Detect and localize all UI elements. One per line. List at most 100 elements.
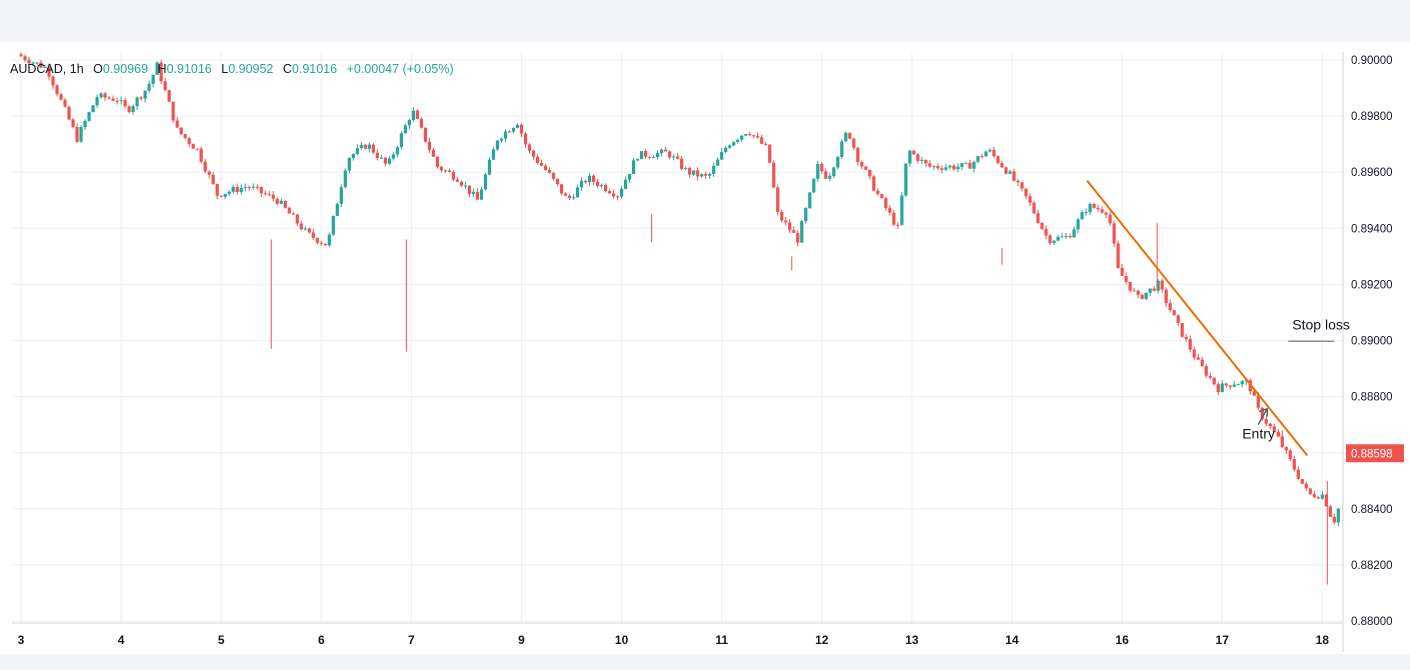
- candle-body: [916, 154, 920, 162]
- candle-body: [523, 133, 528, 145]
- candle-body: [696, 170, 700, 177]
- candle-body: [511, 127, 516, 132]
- candle-body: [732, 141, 736, 146]
- candle-body: [676, 156, 680, 159]
- candle-body: [816, 163, 820, 179]
- candle-body: [956, 166, 960, 170]
- candle-body: [363, 144, 367, 149]
- candle-body: [415, 110, 419, 119]
- candle-body: [259, 187, 263, 194]
- candle-body: [87, 112, 91, 121]
- candle-body: [339, 187, 343, 204]
- candle-body: [1264, 419, 1268, 424]
- candle-body: [227, 191, 231, 194]
- symbol-name[interactable]: AUDCAD: [10, 62, 63, 76]
- candle-body: [1296, 469, 1300, 479]
- candle-body: [311, 232, 315, 238]
- candle-body: [912, 150, 916, 155]
- candle-body: [784, 220, 788, 223]
- candle-body: [343, 170, 347, 188]
- high-value: 0.91016: [166, 62, 212, 76]
- candle-body: [896, 224, 900, 226]
- candle-body: [1092, 203, 1096, 208]
- candle-body: [1240, 381, 1244, 385]
- candle-body: [479, 189, 484, 200]
- candle-body: [1308, 488, 1312, 495]
- candle-body: [171, 101, 175, 121]
- candle-body: [399, 133, 403, 148]
- candle-body: [515, 124, 520, 128]
- candle-body: [179, 127, 183, 135]
- candle-body: [27, 60, 31, 64]
- candle-body: [575, 187, 580, 198]
- candle-body: [499, 138, 504, 141]
- candle-body: [439, 166, 444, 171]
- candle-body: [852, 138, 856, 148]
- candle-body: [884, 198, 888, 209]
- candle-body: [1268, 423, 1272, 427]
- candle-body: [43, 67, 47, 69]
- candle-body: [247, 187, 251, 189]
- candle-body: [1044, 228, 1048, 236]
- open-key: O: [93, 62, 103, 76]
- candle-body: [327, 234, 331, 246]
- candle-body: [107, 97, 111, 99]
- candle-body: [183, 134, 187, 139]
- candle-body: [199, 148, 203, 162]
- candle-body: [243, 187, 247, 189]
- candle-body: [660, 149, 664, 153]
- candle-body: [712, 165, 716, 174]
- candle-body: [587, 175, 592, 183]
- candle-body: [1096, 207, 1100, 210]
- candle-body: [1324, 494, 1328, 507]
- candle-body: [351, 154, 355, 158]
- y-tick-label: 0.88000: [1351, 616, 1393, 628]
- y-tick-label: 0.89000: [1351, 336, 1393, 348]
- candle-body: [812, 178, 816, 193]
- candle-body: [1124, 275, 1128, 282]
- candle-body: [315, 237, 319, 243]
- candle-body: [55, 85, 59, 95]
- candle-body: [1012, 171, 1016, 181]
- candle-body: [988, 149, 992, 152]
- candle-body: [664, 149, 668, 152]
- candle-body: [1188, 338, 1192, 350]
- y-tick-label: 0.90000: [1351, 55, 1393, 67]
- candle-body: [1028, 196, 1032, 203]
- candle-body: [624, 179, 628, 189]
- candle-body: [640, 151, 644, 160]
- y-tick-label: 0.88800: [1351, 392, 1393, 404]
- candle-body: [964, 162, 968, 164]
- candle-body: [263, 193, 267, 195]
- candle-body: [59, 94, 63, 100]
- candle-body: [788, 222, 792, 231]
- candle-body: [1080, 212, 1084, 220]
- x-tick-label: 7: [408, 633, 415, 647]
- candle-body: [844, 132, 848, 142]
- candle-body: [163, 81, 167, 91]
- candle-body: [375, 152, 379, 159]
- candle-body: [307, 228, 311, 233]
- candle-body: [980, 156, 984, 158]
- candle-body: [684, 167, 688, 169]
- candle-body: [724, 147, 728, 152]
- candle-body: [792, 230, 796, 233]
- candle-body: [872, 176, 876, 191]
- change-value: +0.00047 (+0.05%): [346, 62, 454, 76]
- candle-body: [1076, 219, 1080, 230]
- candle-body: [1256, 395, 1260, 408]
- candle-body: [427, 141, 432, 150]
- candle-body: [1272, 426, 1276, 432]
- candle-body: [567, 195, 572, 199]
- chart-panel[interactable]: [0, 42, 1410, 654]
- high-key: H: [157, 62, 167, 76]
- candle-body: [856, 147, 860, 163]
- candle-body: [295, 214, 299, 224]
- interval[interactable]: 1h: [69, 62, 84, 76]
- candle-body: [1328, 506, 1332, 517]
- candle-body: [952, 165, 956, 170]
- candle-body: [1032, 202, 1036, 214]
- trendline: [1086, 179, 1309, 457]
- candle-body: [1088, 203, 1092, 213]
